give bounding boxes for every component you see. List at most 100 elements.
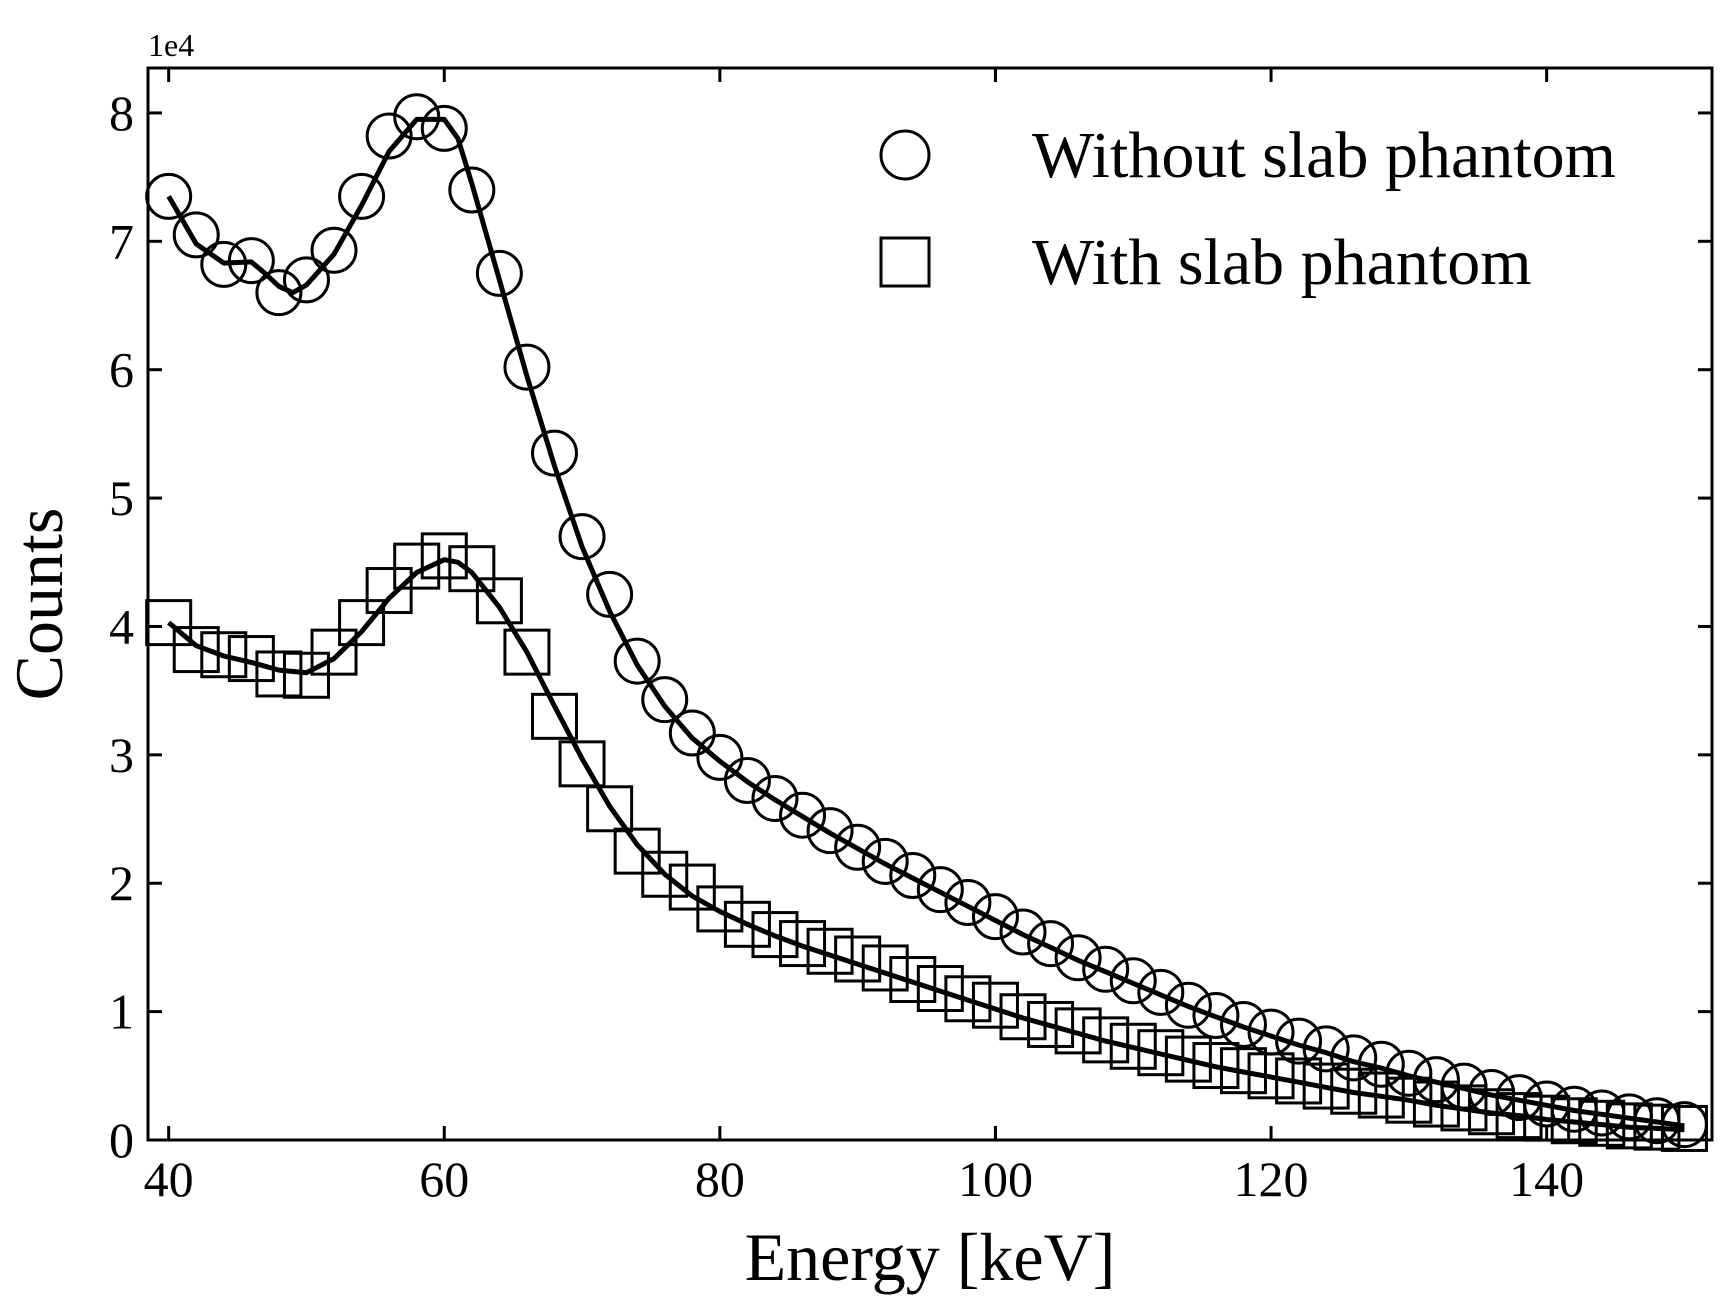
marker-square-15: [558, 740, 606, 788]
marker-circle-25: [834, 823, 882, 871]
marker-circle-37: [1164, 981, 1212, 1029]
marker-square-28: [916, 965, 964, 1013]
marker-square-13: [503, 628, 551, 676]
marker-square-34: [1082, 1016, 1130, 1064]
marker-circle-29: [944, 878, 992, 926]
marker-circle-0: [145, 172, 193, 220]
marker-square-7: [338, 599, 386, 647]
marker-circle-31: [999, 908, 1047, 956]
marker-square-23: [779, 920, 827, 968]
marker-square-10: [420, 532, 468, 580]
marker-square-30: [971, 981, 1019, 1029]
marker-square-40: [1247, 1052, 1295, 1100]
marker-square-52: [1578, 1099, 1626, 1147]
marker-square-4: [255, 650, 303, 698]
legend-circle-marker: [879, 129, 931, 181]
marker-circle-24: [806, 807, 854, 855]
legend-label-1: With slab phantom: [1032, 226, 1532, 299]
marker-circle-34: [1082, 945, 1130, 993]
marker-square-49: [1495, 1092, 1543, 1140]
marker-square-41: [1275, 1057, 1323, 1105]
marker-circle-28: [916, 866, 964, 914]
x-tick-label-80: 80: [695, 1151, 745, 1207]
marker-circle-1: [172, 211, 220, 259]
marker-square-25: [834, 935, 882, 983]
marker-square-39: [1219, 1047, 1267, 1095]
marker-square-24: [806, 927, 854, 975]
y-tick-label-2: 2: [109, 855, 134, 911]
marker-square-2: [200, 631, 248, 679]
marker-circle-27: [889, 852, 937, 900]
marker-circle-14: [531, 429, 579, 477]
marker-circle-30: [971, 893, 1019, 941]
marker-square-22: [751, 911, 799, 959]
y-tick-label-0: 0: [109, 1112, 134, 1168]
marker-circle-17: [613, 637, 661, 685]
y-tick-label-5: 5: [109, 470, 134, 526]
marker-circle-10: [420, 104, 468, 152]
marker-square-44: [1357, 1071, 1405, 1119]
marker-square-35: [1109, 1022, 1157, 1070]
marker-circle-32: [1027, 920, 1075, 968]
marker-circle-18: [641, 676, 689, 724]
marker-circle-11: [448, 166, 496, 214]
marker-circle-20: [696, 733, 744, 781]
marker-square-6: [310, 628, 358, 676]
y-tick-label-7: 7: [109, 213, 134, 269]
marker-square-11: [448, 545, 496, 593]
marker-square-29: [944, 975, 992, 1023]
marker-square-12: [475, 577, 523, 625]
marker-circle-23: [779, 791, 827, 839]
x-axis-label: Energy [keV]: [745, 1219, 1116, 1295]
marker-circle-21: [723, 757, 771, 805]
marker-circle-15: [558, 513, 606, 561]
legend-square-marker: [879, 236, 931, 288]
marker-circle-22: [751, 775, 799, 823]
marker-circle-5: [282, 256, 330, 304]
marker-square-21: [723, 900, 771, 948]
y-tick-label-8: 8: [109, 85, 134, 141]
legend: Without slab phantom With slab phantom: [879, 119, 1616, 299]
marker-square-37: [1164, 1035, 1212, 1083]
marker-circle-35: [1109, 957, 1157, 1005]
marker-circle-9: [393, 93, 441, 141]
marker-square-45: [1385, 1076, 1433, 1124]
marker-square-46: [1412, 1080, 1460, 1128]
marker-square-43: [1330, 1067, 1378, 1115]
marker-square-20: [696, 885, 744, 933]
y-tick-label-6: 6: [109, 342, 134, 398]
marker-circle-16: [586, 570, 634, 618]
ticks-layer: 40 60 80 100 120 140 0 1 2 3 4 5 6 7 8: [109, 68, 1712, 1207]
y-tick-label-4: 4: [109, 598, 134, 654]
marker-circle-44: [1357, 1040, 1405, 1088]
marker-circle-3: [227, 237, 275, 285]
marker-circle-13: [503, 343, 551, 391]
y-tick-label-1: 1: [109, 984, 134, 1040]
marker-square-18: [641, 850, 689, 898]
marker-circle-33: [1054, 934, 1102, 982]
marker-circle-43: [1330, 1034, 1378, 1082]
x-tick-label-120: 120: [1234, 1151, 1309, 1207]
y-tick-label-3: 3: [109, 727, 134, 783]
marker-square-55: [1660, 1104, 1708, 1152]
x-tick-label-140: 140: [1509, 1151, 1584, 1207]
marker-circle-12: [475, 249, 523, 297]
legend-label-0: Without slab phantom: [1032, 119, 1616, 192]
fit-line-series-1: [167, 557, 1685, 1133]
x-tick-label-40: 40: [144, 1151, 194, 1207]
marker-square-9: [393, 542, 441, 590]
marker-square-14: [531, 692, 579, 740]
marker-circle-4: [255, 269, 303, 317]
marker-square-47: [1440, 1084, 1488, 1132]
marker-circle-38: [1192, 991, 1240, 1039]
marker-circle-26: [861, 837, 909, 885]
marker-square-36: [1137, 1029, 1185, 1077]
markers-layer: [145, 93, 1708, 1152]
y-scale-label: 1e4: [148, 27, 194, 63]
marker-square-51: [1550, 1097, 1598, 1145]
marker-circle-39: [1219, 1000, 1267, 1048]
x-tick-label-60: 60: [419, 1151, 469, 1207]
marker-circle-7: [338, 172, 386, 220]
marker-circle-42: [1302, 1025, 1350, 1073]
